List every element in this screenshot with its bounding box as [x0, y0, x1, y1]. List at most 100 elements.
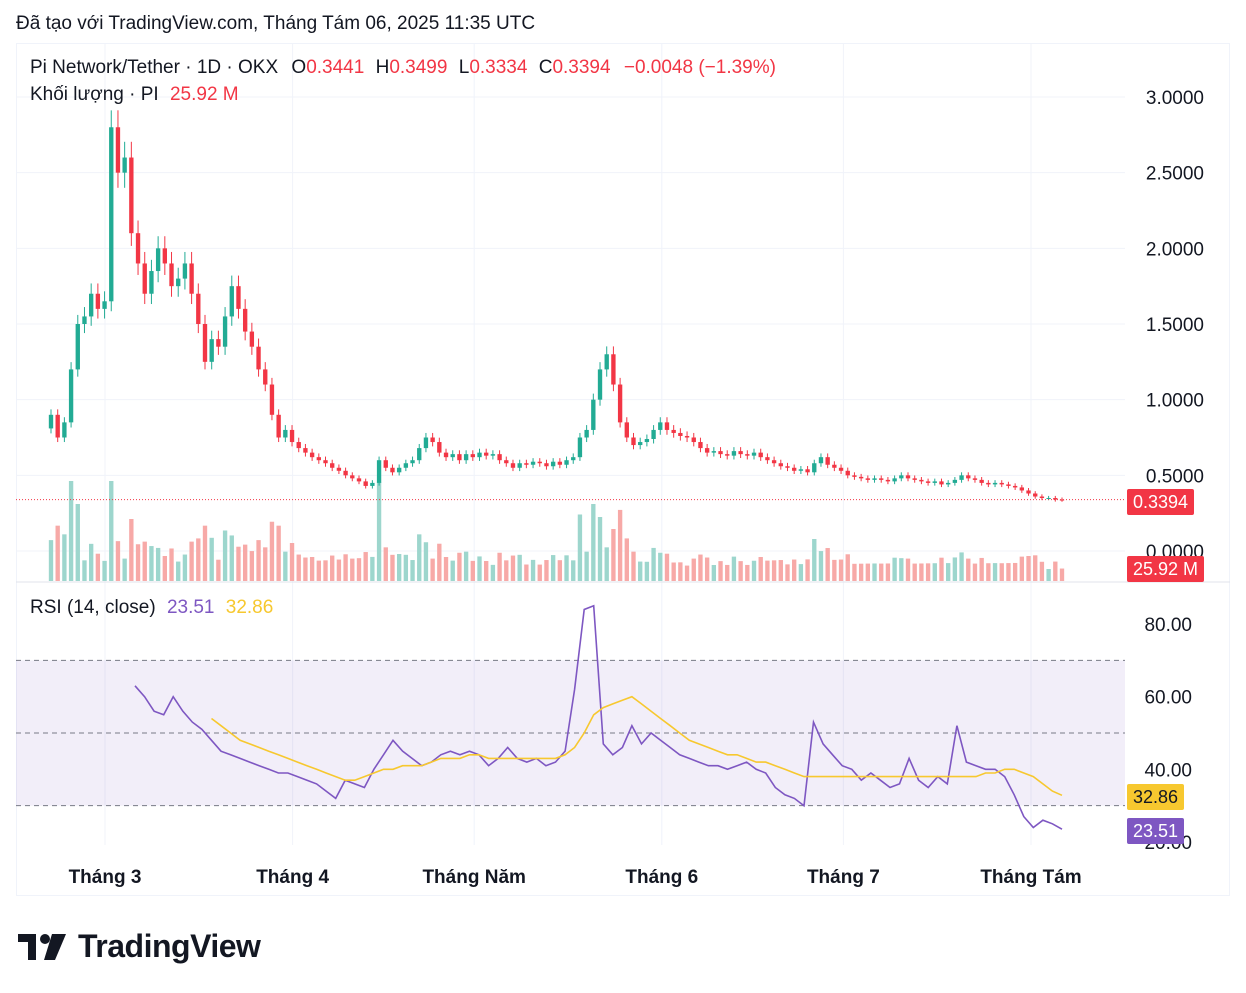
- volume-bar: [417, 534, 422, 581]
- symbol-label[interactable]: Pi Network/Tether · 1D · OKX: [30, 57, 279, 78]
- candle-body: [624, 422, 629, 438]
- open-label: O: [291, 57, 307, 78]
- volume-bar: [832, 559, 837, 581]
- candle-body: [658, 422, 663, 430]
- candle-body: [584, 429, 589, 438]
- candle-body: [236, 286, 241, 309]
- candle-body: [182, 263, 188, 279]
- candle-body: [1033, 493, 1038, 497]
- volume-bar: [82, 560, 87, 581]
- volume-bar: [95, 553, 101, 581]
- volume-bar: [330, 555, 335, 581]
- candle-body: [229, 286, 234, 317]
- volume-bar: [88, 543, 94, 581]
- volume-bar: [390, 554, 395, 581]
- candle-body: [550, 461, 556, 467]
- volume-bar: [905, 558, 911, 581]
- candle-body: [778, 463, 783, 467]
- volume-bar: [222, 530, 228, 581]
- candle-body: [443, 452, 449, 458]
- candle-body: [591, 399, 596, 430]
- volume-bar: [745, 564, 750, 581]
- candle-body: [370, 482, 375, 486]
- volume-label[interactable]: Khối lượng · PI: [30, 84, 159, 105]
- volume-bar: [544, 560, 549, 581]
- candle-body: [885, 479, 891, 482]
- candle-body: [745, 454, 750, 456]
- candle-body: [832, 464, 837, 468]
- candle-body: [102, 301, 107, 309]
- candle-body: [1026, 490, 1031, 494]
- volume-bar: [477, 556, 482, 581]
- volume-bar: [751, 560, 757, 581]
- rsi-line: [134, 604, 1063, 830]
- volume-bar: [778, 560, 783, 581]
- price-tick-label: 1.5000: [1146, 315, 1204, 336]
- candle-body: [303, 448, 308, 453]
- volume-bar: [872, 563, 877, 581]
- candle-body: [242, 308, 248, 332]
- rsi-label[interactable]: RSI (14, close): [30, 597, 156, 618]
- candle-body: [912, 478, 917, 480]
- volume-bar: [323, 560, 328, 581]
- volume-bar: [142, 541, 147, 581]
- candle-body: [423, 437, 429, 449]
- volume-bar: [638, 561, 643, 581]
- candle-body: [55, 414, 60, 438]
- price-badge: 0.3394: [1127, 489, 1195, 515]
- chart-caption: Đã tạo với TradingView.com, Tháng Tám 06…: [16, 13, 536, 34]
- volume-bar: [149, 546, 154, 581]
- volume-bar: [658, 552, 663, 581]
- time-tick-label: Tháng 6: [625, 867, 698, 888]
- volume-bar: [383, 547, 388, 581]
- volume-bar: [798, 564, 804, 581]
- candle-body: [1053, 498, 1058, 500]
- volume-bar: [62, 534, 67, 581]
- volume-bar: [497, 552, 502, 581]
- volume-value: 25.92 M: [169, 84, 239, 105]
- candle-body: [852, 475, 857, 477]
- candle-body: [825, 457, 830, 465]
- volume-bar: [155, 547, 161, 581]
- rsi-ma-badge: 32.86: [1127, 784, 1185, 810]
- volume-legend: Khối lượng · PI 25.92 M: [30, 84, 239, 106]
- volume-bar: [437, 543, 442, 581]
- volume-bar: [785, 564, 790, 581]
- candle-body: [62, 422, 67, 438]
- volume-bar: [216, 559, 221, 581]
- candle-body: [979, 479, 984, 483]
- candle-body: [269, 384, 275, 415]
- candle-body: [222, 316, 228, 347]
- volume-bar: [504, 560, 509, 581]
- volume-bar: [1039, 561, 1045, 581]
- candle-body: [524, 463, 529, 465]
- candle-body: [925, 481, 931, 483]
- volume-bar: [925, 563, 931, 581]
- volume-bar: [952, 557, 958, 581]
- volume-bar: [55, 525, 60, 581]
- volume-bar: [838, 559, 844, 581]
- brand-logo[interactable]: TradingView: [18, 928, 261, 965]
- volume-bar: [450, 560, 455, 581]
- volume-bar: [410, 560, 415, 581]
- volume-bar: [370, 556, 375, 581]
- candle-body: [504, 460, 509, 464]
- volume-bar: [1012, 562, 1018, 581]
- candle-body: [470, 454, 475, 458]
- volume-bar: [376, 482, 382, 581]
- volume-bar: [102, 560, 107, 581]
- volume-bar: [202, 525, 208, 581]
- candle-body: [872, 478, 877, 480]
- volume-bar: [986, 563, 991, 581]
- candle-body: [1039, 496, 1045, 499]
- candle-body: [986, 482, 991, 485]
- volume-bar: [577, 514, 583, 581]
- rsi-tick-label: 60.00: [1144, 688, 1192, 709]
- candle-body: [879, 478, 884, 480]
- volume-bar: [765, 560, 770, 581]
- volume-bar: [858, 563, 864, 581]
- volume-bar: [289, 543, 295, 581]
- price-tick-label: 3.0000: [1146, 88, 1204, 109]
- candle-body: [330, 463, 335, 468]
